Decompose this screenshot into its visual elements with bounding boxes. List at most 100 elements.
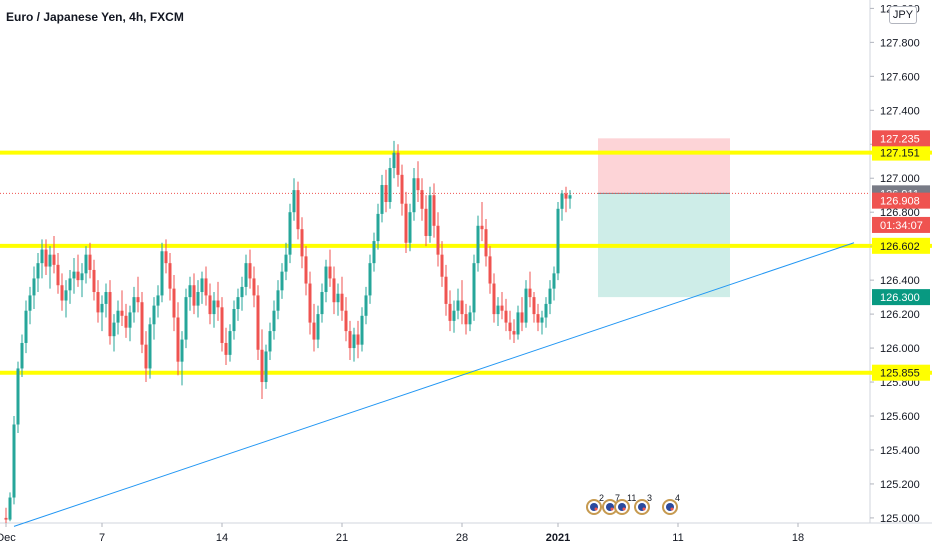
candle-body-119 [480,225,484,230]
candle-body-82 [332,278,336,303]
candle-body-123 [496,305,500,315]
candle-body-116 [468,312,472,325]
candle-body-83 [336,293,340,303]
candle-135 [544,297,548,328]
candle-body-124 [500,305,504,311]
candle-body-29 [120,310,124,316]
event-marker-3: 3 [634,493,652,515]
candle-body-127 [512,331,516,335]
candle-body-118 [476,225,480,264]
candle-body-4 [20,342,24,369]
candle-body-80 [324,266,328,293]
candle-118 [476,215,480,272]
candle-body-15 [64,290,68,301]
candle-105 [424,195,428,247]
candle-body-71 [288,212,292,255]
candle-31 [128,305,132,342]
candle-body-76 [308,283,312,323]
level-price-tag-0: 127.151 [872,144,930,161]
candle-body-105 [424,208,428,236]
candle-body-77 [312,322,316,340]
event-marker-1: 7 [602,493,620,515]
candle-body-8 [36,263,40,279]
candle-55 [224,327,228,366]
candle-89 [360,307,364,352]
candle-123 [496,297,500,326]
x-tick-label-5: 2021 [546,532,570,544]
candle-98 [396,144,400,187]
candle-100 [404,191,408,253]
level-lines-layer [0,150,932,375]
candle-21 [88,242,92,279]
candle-body-56 [228,331,232,355]
candle-body-53 [216,300,220,308]
candle-body-17 [72,271,76,279]
time-axis-layer[interactable]: Dec 7 14 21 28 2021 11 18 [0,523,804,544]
event-markers-layer[interactable]: 2 7 11 3 4 [586,493,680,515]
price-tag-text-2: 126.908 [880,196,920,208]
candle-131 [528,271,532,308]
candle-body-3 [16,368,20,425]
event-marker-4: 4 [662,493,680,515]
candle-body-68 [276,290,280,311]
candle-90 [364,286,368,325]
level-price-tag-1: 126.602 [872,237,930,254]
event-count-2: 11 [627,493,636,503]
candle-38 [156,285,160,318]
candle-61 [248,249,252,289]
candle-51 [208,283,212,325]
y-tick-label-10: 126.000 [880,343,920,355]
candle-body-38 [156,295,160,306]
candle-36 [148,317,152,379]
candle-19 [80,263,84,298]
candle-127 [512,319,516,343]
event-count-4: 4 [675,493,680,503]
price-axis-layer[interactable]: 128.000127.800127.600127.400127.200127.0… [870,0,932,525]
candle-body-94 [380,185,384,214]
candle-body-89 [360,315,364,345]
y-tick-label-2: 127.600 [880,71,920,83]
candle-20 [84,246,88,284]
candle-body-122 [492,283,496,315]
candle-7 [32,266,36,310]
candle-body-86 [348,331,352,349]
level-price-tag-bg-1 [872,237,930,254]
candle-body-73 [296,190,300,230]
candle-117 [472,254,476,321]
currency-badge[interactable]: JPY [889,6,917,24]
candle-56 [228,324,232,362]
x-tick-label-3: 21 [336,532,348,544]
candle-97 [392,140,396,179]
candle-body-45 [184,297,188,340]
candle-body-5 [24,310,28,343]
candle-92 [372,232,376,272]
candle-85 [344,297,348,342]
candle-88 [356,320,360,359]
candle-body-115 [464,314,468,325]
candle-10 [44,239,48,276]
candle-95 [384,169,388,213]
candle-body-78 [316,314,320,340]
event-count-0: 2 [599,493,604,503]
x-tick-label-1: 7 [99,532,105,544]
candle-body-126 [508,322,512,332]
candle-69 [280,263,284,299]
candle-83 [336,283,340,316]
candle-65 [264,344,268,389]
candle-body-31 [128,312,132,328]
level-price-tag-text-2: 125.855 [880,368,920,380]
level-price-tag-text-0: 127.151 [880,148,920,160]
candle-body-81 [328,266,332,279]
candle-body-93 [376,213,380,242]
candle-body-98 [396,152,400,175]
jp-dot-icon-0 [594,507,598,511]
candle-body-41 [168,263,172,289]
candle-body-35 [144,344,148,369]
price-tag-bg-2 [872,192,930,209]
candle-body-107 [432,195,436,226]
candle-112 [452,300,456,333]
